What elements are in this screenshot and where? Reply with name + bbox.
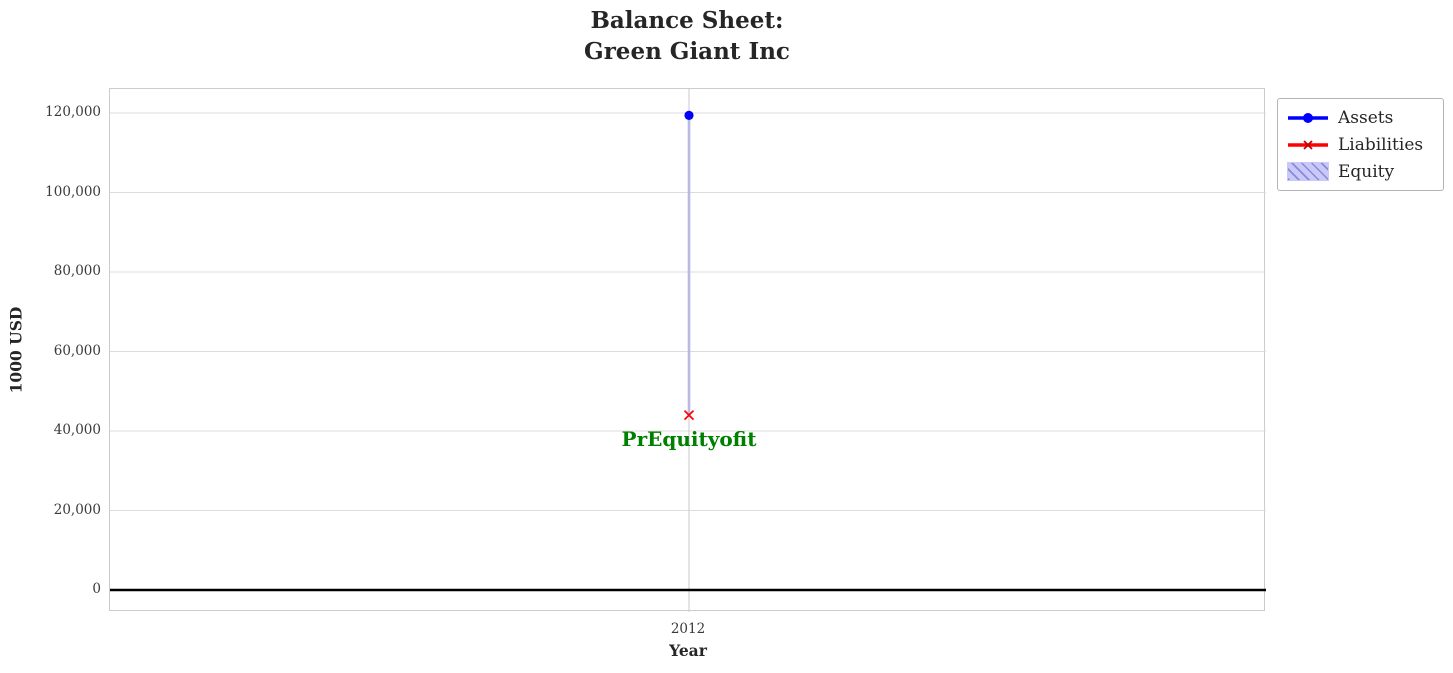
line-x-icon (1287, 135, 1329, 155)
y-axis-ticks: 0 20,000 40,000 60,000 80,000 100,000 120,000 (0, 88, 101, 611)
x-axis-label: Year (669, 641, 707, 660)
legend-label: Equity (1338, 161, 1395, 182)
x-tick-label: 2012 (670, 621, 706, 637)
chart-title-line1: Balance Sheet: (590, 7, 784, 34)
annotation-text: PrEquityofit (621, 426, 757, 451)
legend-entry-equity: Equity (1287, 158, 1434, 185)
legend-entry-liabilities: Liabilities (1287, 131, 1434, 158)
hatched-patch-icon (1287, 162, 1329, 181)
y-tick-label: 100,000 (45, 183, 101, 200)
y-tick-label: 60,000 (53, 342, 101, 359)
assets-marker (684, 110, 694, 120)
y-tick-label: 0 (92, 581, 101, 597)
plot-canvas (110, 89, 1266, 612)
equity-bar (687, 115, 691, 416)
legend: Assets Liabilities Equity (1277, 98, 1444, 191)
y-tick-label: 40,000 (53, 422, 101, 438)
y-tick-label: 20,000 (53, 501, 101, 518)
chart-title-line2: Green Giant Inc (584, 38, 790, 65)
line-circle-icon (1287, 108, 1329, 128)
liabilities-marker (683, 409, 695, 421)
y-tick-label: 120,000 (45, 104, 101, 120)
legend-entry-assets: Assets (1287, 104, 1434, 131)
y-tick-label: 80,000 (53, 263, 101, 279)
legend-label: Liabilities (1338, 134, 1424, 155)
legend-label: Assets (1338, 107, 1394, 128)
chart-title: Balance Sheet: Green Giant Inc (109, 5, 1265, 67)
plot-area: PrEquityofit (109, 88, 1266, 612)
